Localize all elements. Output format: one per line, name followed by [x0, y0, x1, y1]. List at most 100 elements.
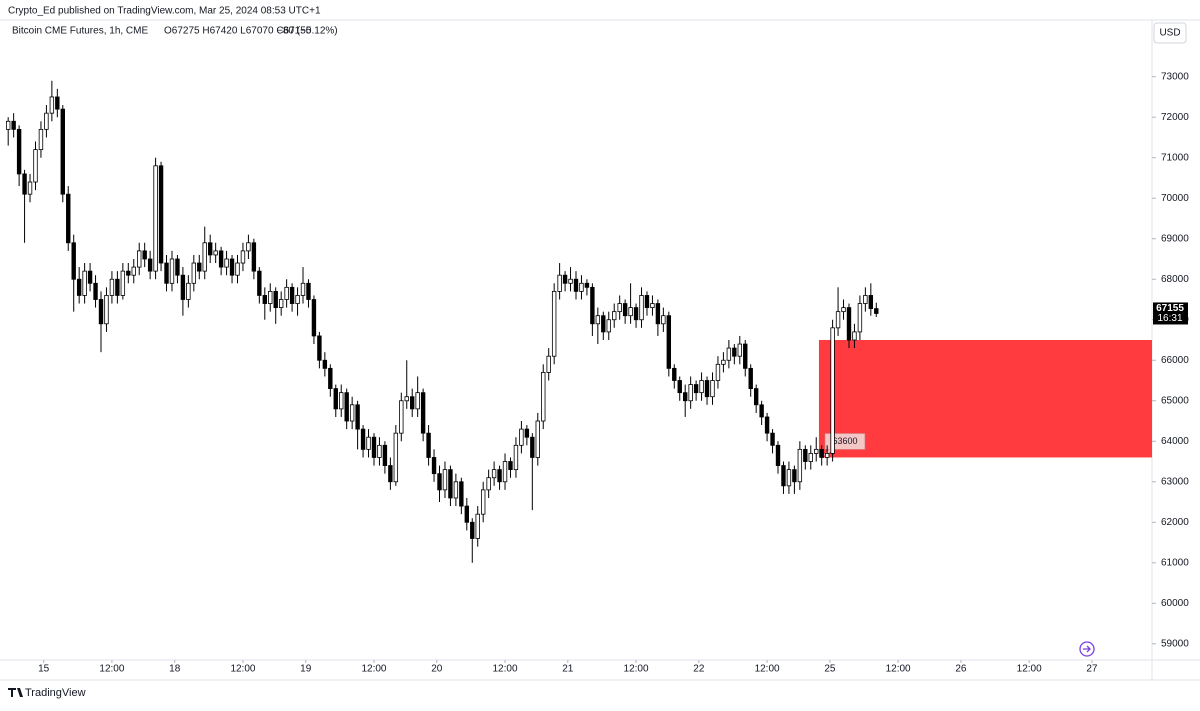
candle-body — [207, 242, 213, 256]
candle-body — [27, 181, 33, 195]
y-tick-label: 63000 — [1161, 476, 1189, 487]
candle-body — [38, 128, 44, 151]
candle-body — [420, 392, 426, 434]
y-tick-label: 71000 — [1161, 152, 1189, 163]
candle-body — [66, 193, 71, 244]
x-tick-label: 25 — [824, 664, 836, 675]
candle-body — [202, 242, 207, 272]
candle-body — [677, 380, 682, 394]
candle-body — [797, 448, 803, 483]
candle-body — [464, 505, 470, 523]
candle-body — [857, 303, 863, 333]
candle-body — [644, 295, 650, 308]
candle-body — [115, 278, 120, 296]
candle-body — [300, 282, 306, 296]
candle-body — [153, 165, 158, 272]
candle-body — [852, 331, 857, 341]
candle-body — [120, 270, 126, 296]
candle-body — [841, 307, 846, 313]
candle-body — [371, 436, 377, 458]
candle-body — [579, 282, 584, 292]
candle-body — [164, 262, 169, 284]
candle-body — [169, 258, 175, 284]
last-price: 67155 — [1156, 303, 1184, 314]
candle-body — [240, 250, 246, 264]
candle-body — [355, 404, 360, 430]
candle-body — [55, 96, 60, 110]
y-tick-label: 72000 — [1161, 112, 1189, 123]
candle-body — [835, 311, 841, 329]
candle-body — [11, 120, 16, 130]
candle-body — [743, 343, 748, 369]
candle-body — [628, 307, 633, 317]
candle-body — [268, 290, 273, 304]
candle-body — [551, 290, 557, 357]
currency-box[interactable] — [1153, 22, 1187, 44]
candle-body — [775, 444, 781, 466]
candle-body — [142, 250, 147, 260]
candle-body — [333, 388, 338, 410]
candle-body — [830, 327, 835, 454]
candle-body — [328, 367, 333, 390]
candle-body — [306, 282, 311, 300]
candle-body — [71, 242, 76, 280]
x-tick-label: 12:00 — [1017, 664, 1042, 675]
candle-body — [781, 465, 786, 487]
plot-area: 59000 60000 61000 62000 63000 64000 65000 66000… — [5, 71, 1189, 675]
y-tick-label: 70000 — [1161, 193, 1189, 204]
candle-body — [82, 270, 87, 296]
currency[interactable]: USD — [1159, 28, 1180, 39]
candle-body — [759, 404, 764, 418]
y-tick-label: 64000 — [1161, 436, 1189, 447]
y-tick-label: 65000 — [1161, 395, 1189, 406]
candle-body — [322, 359, 328, 369]
candle-body — [76, 278, 82, 296]
candle-body — [497, 469, 502, 483]
candle-body — [633, 307, 639, 321]
candle-body — [224, 258, 229, 268]
candle-body — [721, 359, 726, 365]
candle-body — [382, 444, 388, 466]
scroll-to-realtime[interactable] — [1079, 641, 1095, 657]
y-tick-label: 60000 — [1161, 598, 1189, 609]
x-tick-label: 27 — [1086, 664, 1098, 675]
change-readout: −80 (−0.12%) — [277, 26, 338, 37]
y-tick-label: 59000 — [1161, 638, 1189, 649]
candle-body — [388, 465, 393, 483]
candle-body — [590, 286, 595, 325]
candle-body — [197, 262, 202, 272]
candle-body — [470, 521, 475, 539]
candle-body — [410, 396, 415, 410]
candle-body — [393, 432, 399, 483]
candle-body — [688, 384, 693, 402]
symbol-title: Bitcoin CME Futures, 1h, CME — [12, 26, 148, 37]
bar-countdown: 16:31 — [1157, 313, 1182, 324]
candle-body — [650, 303, 655, 308]
candle-body — [344, 392, 349, 422]
candle-body — [104, 295, 109, 325]
candle-body — [229, 258, 235, 276]
candle-body — [33, 149, 38, 183]
candle-body — [562, 274, 568, 284]
candle-body — [808, 453, 813, 462]
x-tick-label: 15 — [38, 664, 50, 675]
candle-body — [617, 303, 622, 313]
candle-body — [98, 299, 104, 325]
candle-body — [486, 477, 491, 491]
candle-body — [377, 444, 382, 458]
candle-body — [737, 343, 742, 357]
candle-body — [541, 372, 546, 422]
candle-body — [22, 173, 27, 195]
candle-body — [682, 392, 688, 402]
x-tick-label: 26 — [955, 664, 967, 675]
candle-body — [235, 262, 240, 276]
candle-body — [180, 274, 186, 300]
candle-body — [431, 457, 437, 475]
ohlc-readout: O67275 H67420 L67070 C67155 — [164, 26, 312, 37]
y-tick-label: 61000 — [1161, 557, 1189, 568]
candle-body — [639, 295, 644, 321]
candle-body — [508, 461, 513, 471]
candle-body — [770, 432, 775, 446]
candle-body — [339, 392, 344, 410]
candle-body — [131, 266, 136, 276]
